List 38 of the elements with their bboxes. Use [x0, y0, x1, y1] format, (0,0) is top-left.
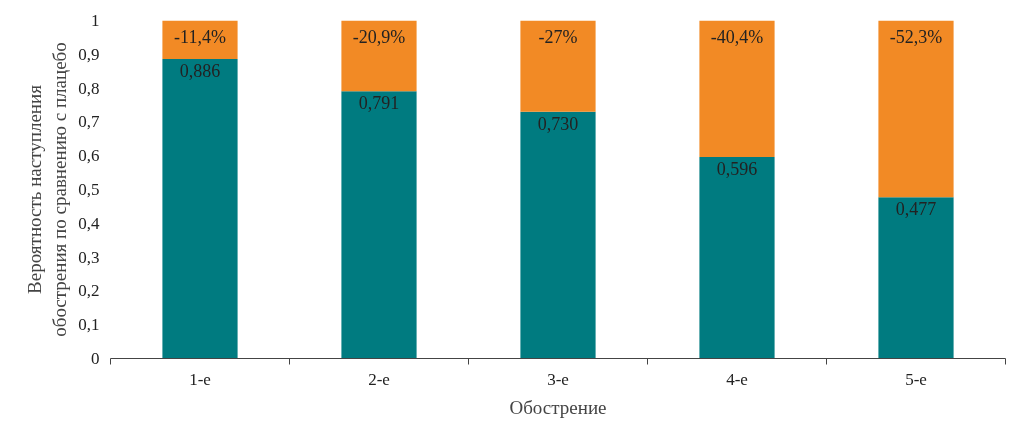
bar [520, 20, 596, 112]
annotation: -20,9% [352, 27, 406, 48]
bar [699, 20, 775, 158]
annotation: -11,4% [174, 27, 226, 48]
bar [341, 20, 417, 92]
x-tick-label: 1-е [189, 369, 211, 389]
y-tick-label: 0,6 [78, 146, 100, 166]
bar [162, 59, 238, 359]
y-tick-label: 0,2 [78, 281, 100, 301]
data-label: 0,596 [716, 159, 758, 180]
y-tick-label: 0 [91, 349, 100, 368]
x-tick-label: 3-е [547, 369, 569, 389]
y-tick-label: 1 [91, 11, 100, 30]
annotation: -52,3% [889, 27, 943, 48]
x-axis-title: Обострение [509, 396, 607, 418]
data-label: 0,791 [358, 93, 400, 114]
bar [341, 91, 417, 359]
x-tick-label: 4-е [726, 369, 748, 389]
y-tick-label: 0,4 [78, 213, 100, 233]
y-tick-label: 0,3 [78, 247, 100, 267]
data-label: 0,886 [179, 61, 221, 82]
annotation: -27% [538, 27, 578, 48]
data-label: 0,477 [895, 199, 937, 220]
bar [520, 111, 596, 359]
annotation: -40,4% [710, 27, 764, 48]
y-tick-label: 0,1 [78, 315, 100, 335]
data-label: 0,730 [537, 113, 579, 134]
y-tick-label: 0,9 [78, 44, 100, 64]
bar [878, 20, 954, 198]
x-tick-label: 2-е [368, 369, 390, 389]
y-tick-label: 0,7 [78, 112, 100, 132]
x-tick-label: 5-е [905, 369, 927, 389]
y-axis-title: Вероятность наступления обострения по сравнению с плацебо [24, 42, 71, 337]
y-tick-label: 0,8 [78, 78, 100, 98]
y-tick-label: 0,5 [78, 180, 100, 199]
bar [878, 197, 954, 359]
bar [162, 20, 238, 60]
bar [699, 157, 775, 359]
